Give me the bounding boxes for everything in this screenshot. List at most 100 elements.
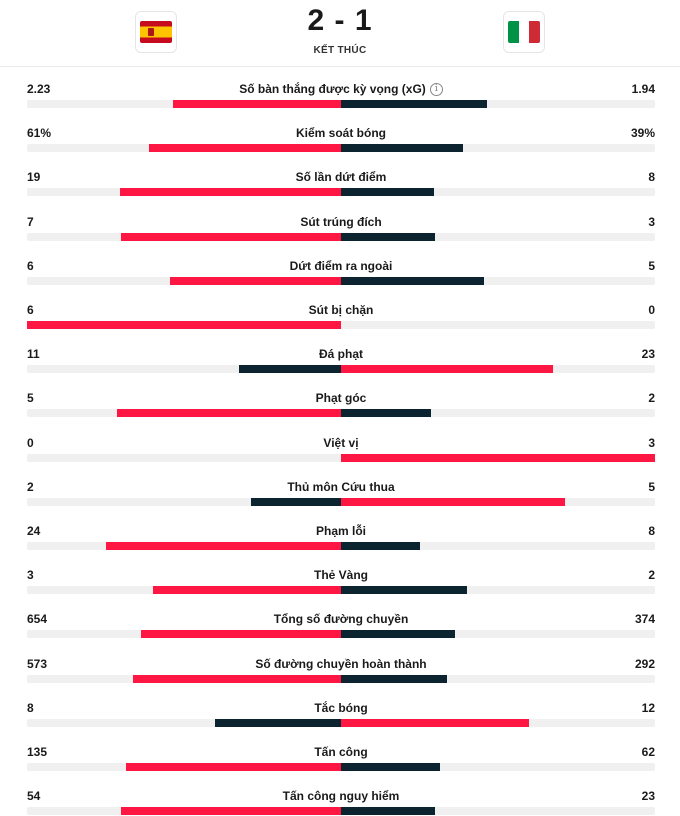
stat-label-text: Số bàn thắng được kỳ vọng (xG): [239, 82, 426, 96]
home-stat-bar: [132, 674, 341, 683]
stat-label-text: Tắc bóng: [314, 700, 368, 715]
home-stat-bar: [27, 321, 341, 329]
away-stat-bar: [341, 763, 440, 771]
stat-label-text: Sút bị chặn: [308, 303, 374, 317]
stat-home-value: 135: [27, 745, 48, 759]
stat-row: 19 Số lần dứt điểm 8: [27, 169, 655, 213]
stat-label-text: Tổng số đường chuyền: [273, 612, 409, 627]
stat-label: Phạt góc: [27, 390, 655, 406]
stat-row: 5 Phạt góc 2: [27, 390, 655, 434]
stat-home-value: 7: [27, 214, 34, 229]
home-team-flag-button[interactable]: [135, 11, 177, 53]
stat-row: 11 Đá phạt 23: [27, 346, 655, 390]
stat-comparison-track: [27, 630, 655, 639]
away-stat-bar: [341, 542, 420, 550]
stat-comparison-track: [27, 497, 655, 506]
stat-label: Dứt điểm ra ngoài: [27, 258, 655, 274]
away-team-flag-button[interactable]: [503, 11, 545, 53]
home-stat-bar: [120, 188, 341, 197]
stat-away-value: 23: [641, 347, 655, 362]
stat-comparison-track: [27, 807, 655, 816]
italy-flag-icon: [508, 21, 540, 43]
stat-home-value: 6: [27, 258, 34, 273]
stat-home-value: 654: [27, 612, 48, 627]
stat-comparison-track: [27, 321, 655, 329]
match-score: 2 - 1: [0, 4, 680, 38]
away-stat-bar: [341, 100, 488, 108]
stat-comparison-track: [27, 586, 655, 595]
stat-comparison-track: [27, 188, 655, 197]
stat-label-text: Tấn công nguy hiểm: [282, 789, 400, 804]
stat-row: 2 Thủ môn Cứu thua 5: [27, 479, 655, 523]
away-stat-bar: [341, 718, 530, 727]
home-stat-bar: [120, 807, 341, 816]
home-stat-bar: [125, 763, 341, 771]
stat-label-text: Sút trúng đích: [300, 214, 382, 229]
stat-comparison-track: [27, 365, 655, 374]
away-stat-bar: [341, 674, 447, 683]
stat-label-text: Đá phạt: [318, 347, 363, 362]
stat-comparison-track: [27, 100, 655, 108]
stat-home-value: 3: [27, 568, 34, 583]
info-icon[interactable]: i: [429, 82, 443, 96]
stat-label-text: Việt vị: [323, 435, 359, 450]
stat-away-value: 3: [648, 435, 655, 450]
match-header: 2 - 1 KẾT THÚC: [0, 0, 680, 66]
stat-home-value: 2.23: [27, 82, 51, 96]
stat-row: 7 Sút trúng đích 3: [27, 214, 655, 258]
stat-label: Số đường chuyền hoàn thành: [27, 656, 655, 672]
stat-home-value: 11: [27, 347, 40, 362]
stat-comparison-track: [27, 453, 655, 462]
stat-home-value: 6: [27, 303, 34, 317]
stat-row: 3 Thẻ Vàng 2: [27, 567, 655, 611]
stat-away-value: 62: [641, 745, 655, 759]
stat-away-value: 8: [648, 170, 655, 185]
stat-label: Tổng số đường chuyền: [27, 611, 655, 627]
home-stat-bar: [149, 144, 341, 153]
score-separator: -: [334, 4, 346, 37]
stat-row: 573 Số đường chuyền hoàn thành 292: [27, 656, 655, 700]
stat-comparison-track: [27, 718, 655, 727]
home-stat-bar: [215, 718, 341, 727]
away-stat-bar: [341, 586, 467, 595]
stat-away-value: 0: [648, 303, 655, 317]
away-stat-bar: [341, 630, 456, 639]
stat-comparison-track: [27, 763, 655, 771]
stat-home-value: 24: [27, 524, 41, 538]
home-stat-bar: [251, 497, 341, 506]
stat-away-value: 1.94: [631, 82, 655, 96]
stat-label: Tấn công: [27, 744, 655, 760]
stat-row: 6 Dứt điểm ra ngoài 5: [27, 258, 655, 302]
stat-label: Số lần dứt điểm: [27, 169, 655, 185]
stat-home-value: 19: [27, 170, 41, 185]
stat-row: 0 Việt vị 3: [27, 435, 655, 479]
stat-label: Sút trúng đích: [27, 214, 655, 230]
stat-comparison-track: [27, 674, 655, 683]
stat-label: Tấn công nguy hiểm: [27, 788, 655, 804]
stat-row: 24 Phạm lỗi 8: [27, 523, 655, 567]
stat-comparison-track: [27, 542, 655, 550]
stat-row: 6 Sút bị chặn 0: [27, 302, 655, 346]
stat-label-text: Thẻ Vàng: [313, 568, 368, 583]
stat-label-text: Tấn công: [314, 745, 368, 759]
stat-comparison-track: [27, 409, 655, 418]
away-stat-bar: [341, 497, 566, 506]
home-stat-bar: [116, 409, 341, 418]
stat-label: Số bàn thắng được kỳ vọng (xG) i: [27, 81, 655, 97]
stat-row: 654 Tổng số đường chuyền 374: [27, 611, 655, 655]
away-stat-bar: [341, 188, 435, 197]
stat-comparison-track: [27, 232, 655, 241]
spain-flag-icon: [140, 21, 172, 43]
stat-away-value: 23: [641, 789, 655, 804]
stat-home-value: 0: [27, 435, 34, 450]
stat-away-value: 8: [648, 524, 655, 538]
stat-label-text: Kiểm soát bóng: [295, 126, 386, 141]
stat-row: 54 Tấn công nguy hiểm 23: [27, 788, 655, 816]
stat-away-value: 374: [634, 612, 655, 627]
away-stat-bar: [341, 453, 655, 462]
stat-label-text: Dứt điểm ra ngoài: [289, 258, 393, 273]
home-score: 2: [307, 4, 326, 37]
stat-label-text: Phạt góc: [315, 391, 367, 406]
stat-away-value: 292: [634, 656, 655, 671]
stat-home-value: 8: [27, 700, 34, 715]
